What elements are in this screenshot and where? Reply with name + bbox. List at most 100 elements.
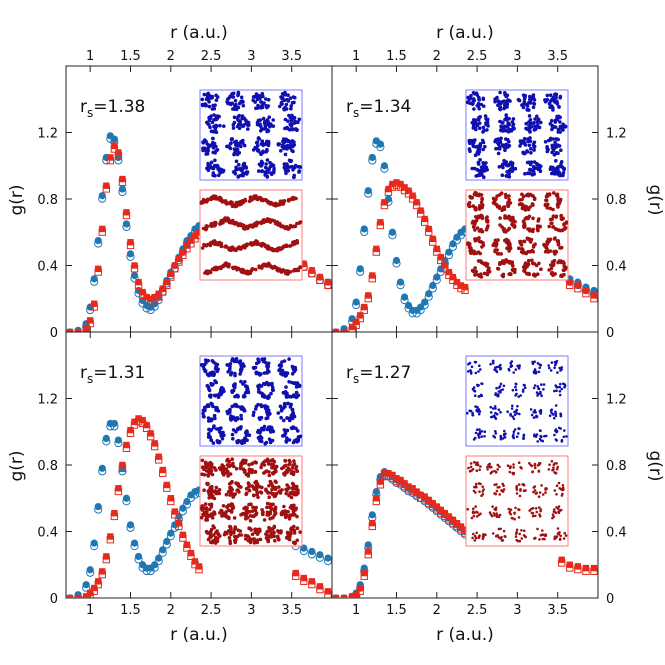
y-tick-label: 0.8 — [606, 459, 627, 474]
red-point-open — [74, 331, 82, 332]
red-point — [111, 142, 118, 149]
red-point — [119, 175, 126, 183]
red-point — [135, 278, 142, 286]
blue-point — [90, 275, 98, 283]
red-point — [373, 245, 380, 253]
blue-point — [122, 494, 131, 502]
blue-point — [400, 293, 409, 301]
red-point — [183, 242, 191, 249]
red-point — [449, 516, 457, 524]
red-point — [107, 154, 114, 161]
x-tick-label: 1 — [86, 49, 94, 64]
red-point — [91, 584, 98, 592]
y-tick-label: 0.8 — [37, 459, 58, 474]
red-configuration-inset — [465, 455, 569, 547]
data-points — [332, 468, 598, 598]
red-point — [82, 593, 90, 598]
x-tick-label: 3 — [247, 49, 255, 64]
y-tick-label: 0 — [606, 592, 614, 607]
red-point — [409, 485, 416, 492]
red-point — [381, 470, 388, 477]
red-point — [417, 207, 424, 214]
blue-point — [126, 250, 135, 258]
blue-point — [159, 546, 167, 554]
red-point — [441, 510, 449, 517]
red-point — [183, 541, 191, 548]
red-point — [82, 325, 90, 332]
red-point — [340, 594, 348, 598]
red-point — [437, 506, 445, 514]
red-point — [393, 179, 400, 186]
red-point — [187, 549, 195, 557]
red-point — [99, 568, 106, 575]
red-point — [437, 253, 445, 261]
blue-point — [352, 298, 360, 306]
red-configuration-inset — [465, 189, 569, 281]
red-point — [413, 199, 420, 206]
blue-configuration-inset — [199, 355, 303, 447]
red-point — [401, 184, 408, 191]
red-point — [86, 317, 94, 324]
red-point — [316, 273, 324, 281]
blue-point — [86, 566, 94, 574]
blue-point — [110, 419, 118, 428]
red-point — [558, 556, 565, 563]
blue-point — [110, 135, 118, 143]
blue-point — [404, 301, 413, 309]
blue-point — [118, 185, 127, 193]
red-point — [127, 239, 134, 246]
red-point-open — [332, 331, 340, 332]
blue-point — [94, 502, 102, 511]
red-point — [340, 328, 348, 332]
x-tick-label: 3 — [247, 603, 255, 618]
red-point — [421, 493, 428, 500]
red-point — [461, 526, 469, 534]
x-tick-label: 1 — [352, 49, 360, 64]
blue-point — [98, 192, 106, 200]
blue-point — [163, 537, 171, 546]
x-tick-label: 2.5 — [467, 603, 488, 618]
red-point — [74, 594, 82, 598]
blue-point — [396, 278, 405, 286]
red-point — [357, 584, 364, 592]
red-point — [397, 476, 404, 484]
red-point — [139, 416, 146, 424]
red-point — [159, 285, 166, 292]
top-right-x-axis-label: r (a.u.) — [436, 23, 494, 43]
x-tick-label: 2.5 — [467, 49, 488, 64]
red-point — [103, 182, 110, 189]
red-point — [167, 495, 174, 502]
blue-configuration-inset — [465, 355, 569, 447]
blue-point — [179, 504, 187, 512]
red-point — [151, 440, 158, 447]
x-tick-label: 1.5 — [120, 49, 141, 64]
blue-point — [102, 434, 110, 442]
red-point — [357, 312, 364, 319]
red-point-open — [74, 597, 82, 598]
y-tick-label: 1.2 — [37, 393, 58, 408]
red-point — [377, 478, 384, 485]
blue-point — [364, 187, 372, 195]
blue-point — [151, 561, 159, 569]
red-point — [389, 180, 396, 188]
x-tick-label: 1.5 — [120, 603, 141, 618]
blue-point — [376, 140, 384, 148]
x-tick-label: 2.5 — [201, 603, 222, 618]
red-point — [308, 267, 316, 274]
blue-point — [417, 303, 425, 311]
x-tick-label: 3.5 — [547, 603, 568, 618]
red-point — [74, 328, 82, 332]
top-left-x-axis-label: r (a.u.) — [170, 23, 228, 43]
red-point — [143, 421, 150, 429]
red-point — [457, 523, 465, 530]
red-point — [445, 268, 453, 276]
red-point-open — [66, 597, 74, 598]
red-point — [111, 510, 118, 517]
x-tick-label: 2 — [167, 49, 175, 64]
y-tick-label: 1.2 — [37, 127, 58, 142]
red-point — [119, 461, 126, 469]
blue-point — [392, 256, 401, 265]
blue-point — [126, 521, 135, 529]
bottom-left-y-axis-label: g(r) — [7, 450, 27, 481]
red-point — [385, 470, 392, 477]
